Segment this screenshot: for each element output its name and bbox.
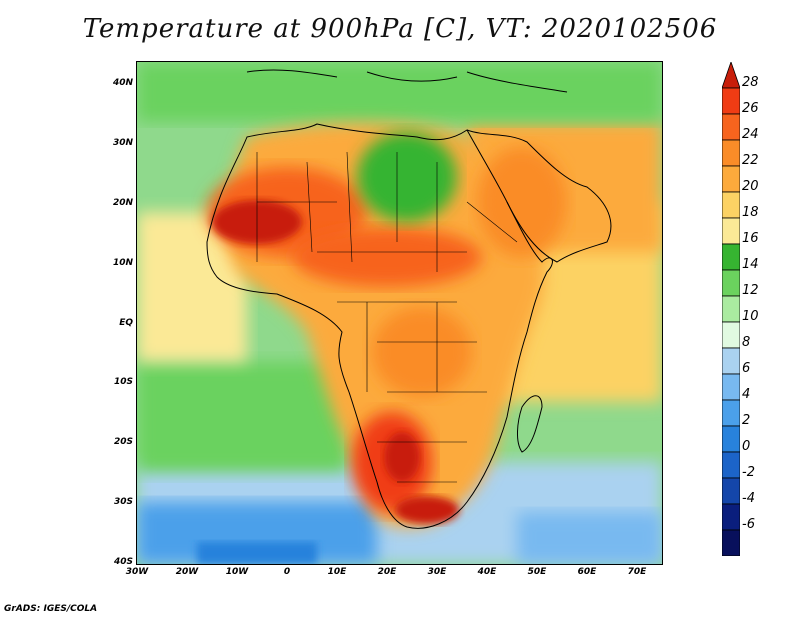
colorbar-label-8: 8 bbox=[742, 335, 751, 350]
field-mediterranean bbox=[137, 62, 662, 122]
field-kalahari-hottest bbox=[384, 432, 420, 482]
colorbar-label-10: 10 bbox=[742, 309, 759, 324]
colorbar-segment bbox=[722, 191, 740, 219]
lat-label-10s: 10S bbox=[113, 377, 133, 387]
colorbar-segment bbox=[722, 243, 740, 271]
lon-label-40e: 40E bbox=[477, 567, 497, 577]
lon-label-60e: 60E bbox=[577, 567, 597, 577]
colorbar-segment bbox=[722, 321, 740, 349]
temperature-map[interactable] bbox=[136, 61, 663, 565]
colorbar-segment bbox=[722, 477, 740, 505]
lon-label-20e: 20E bbox=[377, 567, 397, 577]
colorbar-segment bbox=[722, 295, 740, 323]
colorbar-segment bbox=[722, 139, 740, 167]
colorbar-label-12: 12 bbox=[742, 283, 759, 298]
colorbar-label-24: 24 bbox=[742, 127, 759, 142]
lat-label-10n: 10N bbox=[112, 258, 133, 268]
colorbar-label-6: 6 bbox=[742, 361, 751, 376]
lon-label-10e: 10E bbox=[327, 567, 347, 577]
colorbar-label-16: 16 bbox=[742, 231, 759, 246]
lat-label-30n: 30N bbox=[112, 138, 133, 148]
colorbar-label-14: 14 bbox=[742, 257, 759, 272]
colorbar-label-28: 28 bbox=[742, 75, 759, 90]
lon-label-30e: 30E bbox=[427, 567, 447, 577]
colorbar-segment bbox=[722, 451, 740, 479]
map-canvas bbox=[137, 62, 662, 564]
colorbar bbox=[722, 62, 740, 556]
colorbar-label-26: 26 bbox=[742, 101, 759, 116]
colorbar-top-cap bbox=[722, 62, 740, 89]
lon-label-30w: 30W bbox=[125, 567, 149, 577]
colorbar-segment bbox=[722, 347, 740, 375]
colorbar-segment bbox=[722, 399, 740, 427]
colorbar-segment bbox=[722, 165, 740, 193]
grads-credit: GrADS: IGES/COLA bbox=[4, 604, 98, 614]
lat-label-eq: EQ bbox=[119, 318, 133, 328]
colorbar-label-2: 2 bbox=[742, 413, 751, 428]
coastlines bbox=[206, 69, 612, 529]
lon-label-20w: 20W bbox=[175, 567, 199, 577]
colorbar-label-22: 22 bbox=[742, 153, 759, 168]
field-sahel-hot bbox=[292, 227, 482, 287]
colorbar-label-minus6: -6 bbox=[742, 517, 755, 532]
lon-label-0: 0 bbox=[283, 567, 291, 577]
lat-label-20n: 20N bbox=[112, 198, 133, 208]
colorbar-label-minus4: -4 bbox=[742, 491, 755, 506]
lat-label-30s: 30S bbox=[113, 497, 133, 507]
colorbar-segment bbox=[722, 373, 740, 401]
lon-label-10w: 10W bbox=[225, 567, 249, 577]
field-south-atlantic bbox=[137, 362, 347, 472]
chart-title: Temperature at 900hPa [C], VT: 202010250… bbox=[82, 14, 718, 44]
colorbar-label-0: 0 bbox=[742, 439, 751, 454]
lat-label-40s: 40S bbox=[113, 557, 133, 567]
colorbar-segment bbox=[722, 425, 740, 453]
colorbar-segment bbox=[722, 269, 740, 297]
colorbar-label-18: 18 bbox=[742, 205, 759, 220]
colorbar-segment bbox=[722, 503, 740, 531]
field-libya-cool bbox=[357, 132, 457, 222]
field-central-africa bbox=[372, 307, 472, 397]
colorbar-segment bbox=[722, 217, 740, 245]
lat-label-40n: 40N bbox=[112, 78, 133, 88]
colorbar-segment bbox=[722, 113, 740, 141]
field-south-cold-east bbox=[517, 512, 662, 564]
colorbar-segment bbox=[722, 529, 740, 556]
field-arabia bbox=[477, 147, 567, 257]
country-borders bbox=[256, 151, 518, 483]
colorbar-segment bbox=[722, 87, 740, 115]
colorbar-label-20: 20 bbox=[742, 179, 759, 194]
field-south-africa-hot bbox=[395, 496, 459, 524]
colorbar-label-minus2: -2 bbox=[742, 465, 755, 480]
lat-label-20s: 20S bbox=[113, 437, 133, 447]
field-south-coldest bbox=[197, 542, 317, 564]
colorbar-label-4: 4 bbox=[742, 387, 751, 402]
lon-label-50e: 50E bbox=[527, 567, 547, 577]
lon-label-70e: 70E bbox=[627, 567, 647, 577]
